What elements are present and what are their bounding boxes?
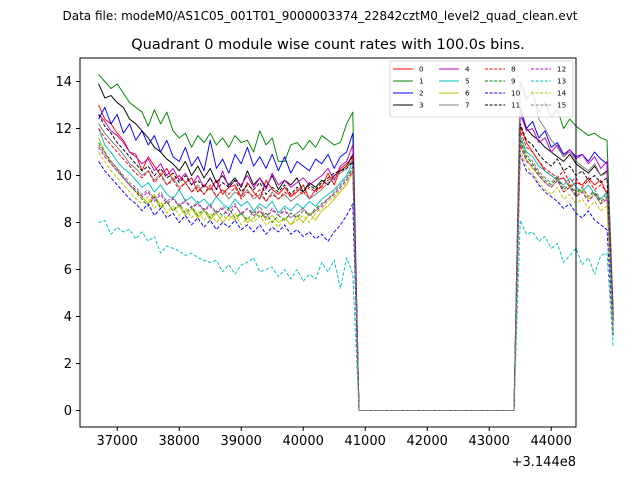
y-tick-label: 2 xyxy=(64,357,72,372)
series-layer xyxy=(98,74,614,412)
legend-label-10: 10 xyxy=(511,89,521,98)
legend-label-1: 1 xyxy=(419,77,424,86)
legend-label-8: 8 xyxy=(511,65,516,74)
legend-label-0: 0 xyxy=(419,65,424,74)
x-tick-label: 42000 xyxy=(407,434,448,449)
series-line-12 xyxy=(98,144,614,412)
series-line-8 xyxy=(98,128,614,412)
y-tick-label: 10 xyxy=(55,169,72,184)
x-tick-label: 44000 xyxy=(531,434,572,449)
axes-frame xyxy=(79,57,577,428)
x-tick-label: 40000 xyxy=(283,434,324,449)
y-tick-label: 6 xyxy=(64,263,72,278)
series-line-15 xyxy=(98,137,614,412)
y-tick-label: 4 xyxy=(64,310,72,325)
legend-label-5: 5 xyxy=(465,77,470,86)
plot-area xyxy=(98,74,614,412)
legend-label-9: 9 xyxy=(511,77,516,86)
chart-title: Quadrant 0 module wise count rates with … xyxy=(131,37,525,53)
legend-box xyxy=(389,60,574,118)
legend-label-12: 12 xyxy=(557,65,566,74)
legend-label-14: 14 xyxy=(557,89,567,98)
legend-label-6: 6 xyxy=(465,89,470,98)
legend-label-3: 3 xyxy=(419,101,424,110)
legend-label-7: 7 xyxy=(465,101,470,110)
y-tick-label: 8 xyxy=(64,216,72,231)
y-tick-label: 12 xyxy=(55,122,72,137)
legend-label-15: 15 xyxy=(557,101,566,110)
legend-label-4: 4 xyxy=(465,65,470,74)
x-offset-label: +3.144e8 xyxy=(512,455,576,470)
x-tick-label: 43000 xyxy=(469,434,510,449)
legend-label-13: 13 xyxy=(557,77,566,86)
legend-label-11: 11 xyxy=(511,101,520,110)
y-tick-label: 14 xyxy=(55,75,72,90)
y-tick-label: 0 xyxy=(64,404,72,419)
x-tick-label: 37000 xyxy=(97,434,138,449)
figure-suptitle: Data file: modeM0/AS1C05_001T01_90000033… xyxy=(62,9,577,23)
x-tick-label: 41000 xyxy=(345,434,386,449)
axes-layer: 37000 38000 39000 40000 41000 42000 43000 44000… xyxy=(55,75,571,449)
x-tick-label: 39000 xyxy=(221,434,262,449)
x-tick-label: 38000 xyxy=(159,434,200,449)
legend-label-2: 2 xyxy=(419,89,424,98)
